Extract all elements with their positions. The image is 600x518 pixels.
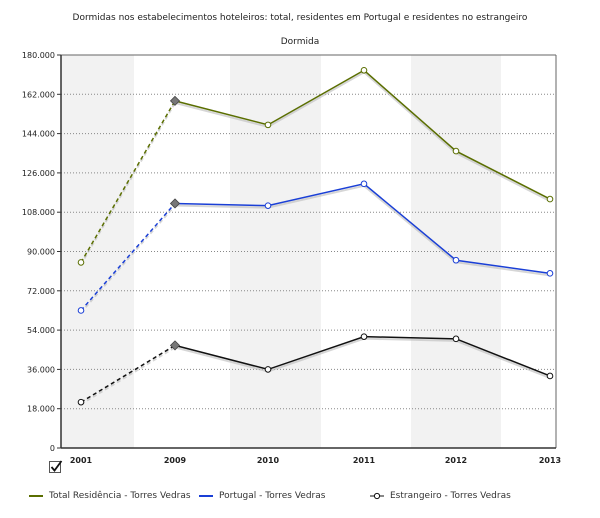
data-point [360, 180, 368, 188]
x-tick-label: 2012 [445, 456, 467, 465]
x-tick-label: 2011 [353, 456, 376, 465]
data-point [360, 333, 368, 340]
legend-label-total: Total Residência - Torres Vedras [49, 491, 191, 501]
chart-title: Dormidas nos estabelecimentos hoteleiros… [72, 13, 528, 23]
y-tick-label: 54.000 [27, 326, 55, 335]
data-point [546, 195, 554, 203]
data-point-break [169, 95, 181, 106]
y-tick-label: 126.000 [22, 169, 55, 178]
legend-item-total[interactable]: Total Residência - Torres Vedras [29, 489, 191, 503]
legend-label-estrangeiro: Estrangeiro - Torres Vedras [390, 491, 511, 501]
data-point-break [169, 198, 181, 209]
data-point [264, 202, 272, 209]
data-point [264, 366, 272, 373]
plot-band [501, 55, 556, 448]
legend-label-portugal: Portugal - Torres Vedras [219, 491, 326, 501]
legend-item-estrangeiro[interactable]: Estrangeiro - Torres Vedras [370, 489, 511, 503]
y-tick-label: 162.000 [22, 90, 55, 99]
data-point [264, 121, 272, 129]
data-point [360, 66, 368, 74]
y-tick-label: 36.000 [27, 365, 55, 374]
series-line-dashed [80, 100, 176, 263]
data-point [546, 270, 554, 277]
y-tick-label: 108.000 [22, 208, 55, 217]
series-shadow [80, 204, 176, 314]
legend-marker-estrangeiro-icon [370, 492, 384, 500]
data-point-break [169, 340, 181, 351]
y-tick-label: 72.000 [27, 287, 55, 296]
data-point [452, 335, 460, 343]
x-tick-label: 2009 [164, 456, 187, 465]
data-point [77, 259, 85, 266]
x-tick-label: 2013 [539, 456, 561, 465]
data-point [546, 372, 554, 380]
checkbox-icon[interactable] [49, 459, 63, 473]
series-shadow [80, 346, 176, 406]
legend-line-portugal-icon [199, 495, 213, 497]
y-tick-label: 144.000 [22, 130, 55, 139]
series-shadow [80, 102, 176, 265]
plot-band [321, 55, 411, 448]
data-point [452, 147, 460, 155]
data-point [77, 398, 85, 406]
x-tick-label: 2001 [70, 456, 93, 465]
legend: Total Residência - Torres Vedras Portuga… [0, 489, 600, 503]
x-tick-label: 2010 [257, 456, 280, 465]
series-line-dashed [80, 202, 176, 311]
data-point [77, 307, 85, 314]
y-tick-label: 90.000 [27, 248, 55, 257]
chart-subtitle: Dormida [280, 37, 320, 47]
legend-item-portugal[interactable]: Portugal - Torres Vedras [199, 489, 325, 503]
y-tick-label: 180.000 [22, 51, 55, 60]
series-line-dashed [80, 344, 176, 403]
data-point [452, 256, 460, 264]
y-tick-label: 0 [50, 444, 55, 453]
legend-line-total-icon [29, 495, 43, 497]
plot-band [411, 55, 501, 448]
y-tick-label: 18.000 [27, 405, 55, 414]
